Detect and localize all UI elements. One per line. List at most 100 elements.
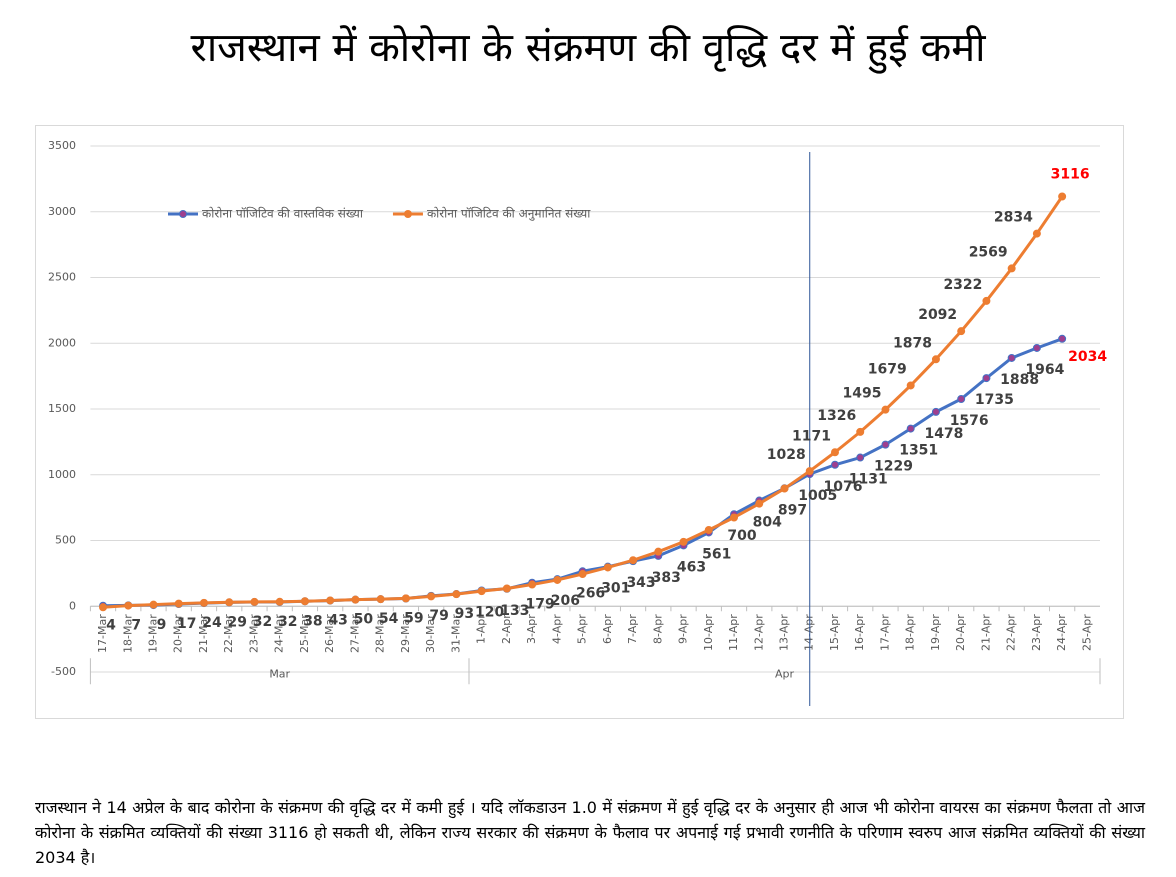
- marker: [199, 598, 208, 607]
- marker: [326, 596, 335, 605]
- marker: [99, 603, 108, 612]
- x-tick-label: 31-Mar: [449, 614, 462, 653]
- group-label: Mar: [269, 667, 290, 680]
- data-label: 1964: [1025, 362, 1064, 378]
- marker: [931, 407, 940, 416]
- x-tick-label: 9-Apr: [677, 614, 690, 644]
- x-tick-label: 29-Mar: [399, 614, 412, 653]
- data-label: 343: [626, 575, 655, 591]
- x-tick-label: 20-Apr: [954, 614, 967, 651]
- data-label: 2834: [994, 210, 1033, 226]
- x-tick-label: 5-Apr: [576, 614, 589, 644]
- marker: [1007, 353, 1016, 362]
- data-label: 266: [576, 585, 605, 601]
- marker: [856, 427, 865, 436]
- data-label: 700: [727, 528, 756, 544]
- data-label: 383: [652, 570, 681, 586]
- marker: [502, 584, 511, 593]
- x-tick-label: 28-Mar: [374, 614, 387, 653]
- data-label: 804: [753, 515, 782, 531]
- marker: [1058, 334, 1067, 343]
- data-label: 301: [601, 581, 630, 597]
- group-label: Apr: [775, 667, 795, 680]
- x-tick-label: 24-Apr: [1055, 614, 1068, 651]
- marker: [704, 525, 713, 534]
- marker: [427, 592, 436, 601]
- marker: [225, 598, 234, 607]
- marker: [982, 374, 991, 383]
- y-tick-label: 2000: [48, 336, 76, 349]
- data-label: 2034: [1068, 349, 1107, 365]
- data-label: 897: [778, 502, 807, 518]
- y-tick-label: 2500: [48, 271, 76, 284]
- x-tick-label: 7-Apr: [626, 614, 639, 644]
- marker: [477, 587, 486, 596]
- page-title: राजस्थान में कोरोना के संक्रमण की वृद्धि…: [190, 25, 986, 71]
- paragraph: राजस्थान ने 14 अप्रेल के बाद कोरोना के स…: [35, 798, 1145, 867]
- marker: [881, 405, 890, 414]
- data-label: 179: [525, 597, 554, 613]
- marker: [250, 597, 259, 606]
- y-tick-label: 3500: [48, 139, 76, 152]
- data-label: 43: [328, 613, 347, 629]
- data-label: 1028: [767, 447, 806, 463]
- legend-marker: [403, 210, 412, 218]
- data-label: 7: [131, 617, 141, 633]
- marker: [300, 597, 309, 606]
- marker: [528, 580, 537, 589]
- x-tick-label: 15-Apr: [828, 614, 841, 651]
- data-label: 1171: [792, 428, 831, 444]
- data-label: 1735: [975, 392, 1014, 408]
- y-tick-label: 1500: [48, 402, 76, 415]
- marker: [780, 484, 789, 493]
- data-label: 1888: [1000, 372, 1039, 388]
- marker: [830, 448, 839, 457]
- data-label: 1229: [874, 459, 913, 475]
- x-tick-label: 19-Apr: [929, 614, 942, 651]
- x-tick-label: 20-Mar: [172, 614, 185, 653]
- x-tick-label: 18-Mar: [121, 614, 134, 653]
- x-tick-label: 10-Apr: [702, 614, 715, 651]
- data-label: 24: [202, 615, 222, 631]
- marker: [957, 327, 966, 336]
- data-label: 1478: [924, 426, 963, 442]
- series-line: [102, 195, 1064, 609]
- data-label: 32: [278, 614, 297, 630]
- x-tick-label: 6-Apr: [601, 614, 614, 644]
- marker: [174, 599, 183, 608]
- marker: [1058, 192, 1067, 201]
- marker: [856, 453, 865, 462]
- data-label: 463: [677, 559, 706, 575]
- marker: [351, 595, 360, 604]
- data-label: 38: [303, 613, 322, 629]
- x-tick-label: 16-Apr: [853, 614, 866, 651]
- data-label: 1576: [950, 413, 989, 429]
- x-tick-label: 25-Mar: [298, 614, 311, 653]
- y-tick-label: 500: [55, 534, 76, 547]
- x-tick-label: 23-Apr: [1030, 614, 1043, 651]
- x-tick-label: 22-Apr: [1005, 614, 1018, 651]
- data-label: 9: [157, 617, 167, 633]
- x-tick-label: 21-Apr: [979, 614, 992, 651]
- marker: [805, 467, 814, 476]
- legend-label: कोरोना पॉजिटिव की वास्तविक संख्या: [202, 207, 364, 221]
- marker: [401, 594, 410, 603]
- marker: [578, 570, 587, 579]
- marker: [881, 440, 890, 449]
- x-tick-label: 27-Mar: [348, 614, 361, 653]
- data-label: 32: [253, 614, 272, 630]
- data-label: 2092: [918, 307, 957, 323]
- marker: [679, 537, 688, 546]
- data-label: 1326: [817, 408, 856, 424]
- marker: [1032, 343, 1041, 352]
- x-tick-label: 8-Apr: [651, 614, 664, 644]
- x-tick-label: 13-Apr: [778, 614, 791, 651]
- x-tick-label: 3-Apr: [525, 614, 538, 644]
- marker: [376, 595, 385, 604]
- marker: [124, 601, 133, 610]
- data-label: 2322: [943, 277, 982, 293]
- data-label: 1351: [899, 443, 938, 459]
- data-label: 133: [500, 603, 529, 619]
